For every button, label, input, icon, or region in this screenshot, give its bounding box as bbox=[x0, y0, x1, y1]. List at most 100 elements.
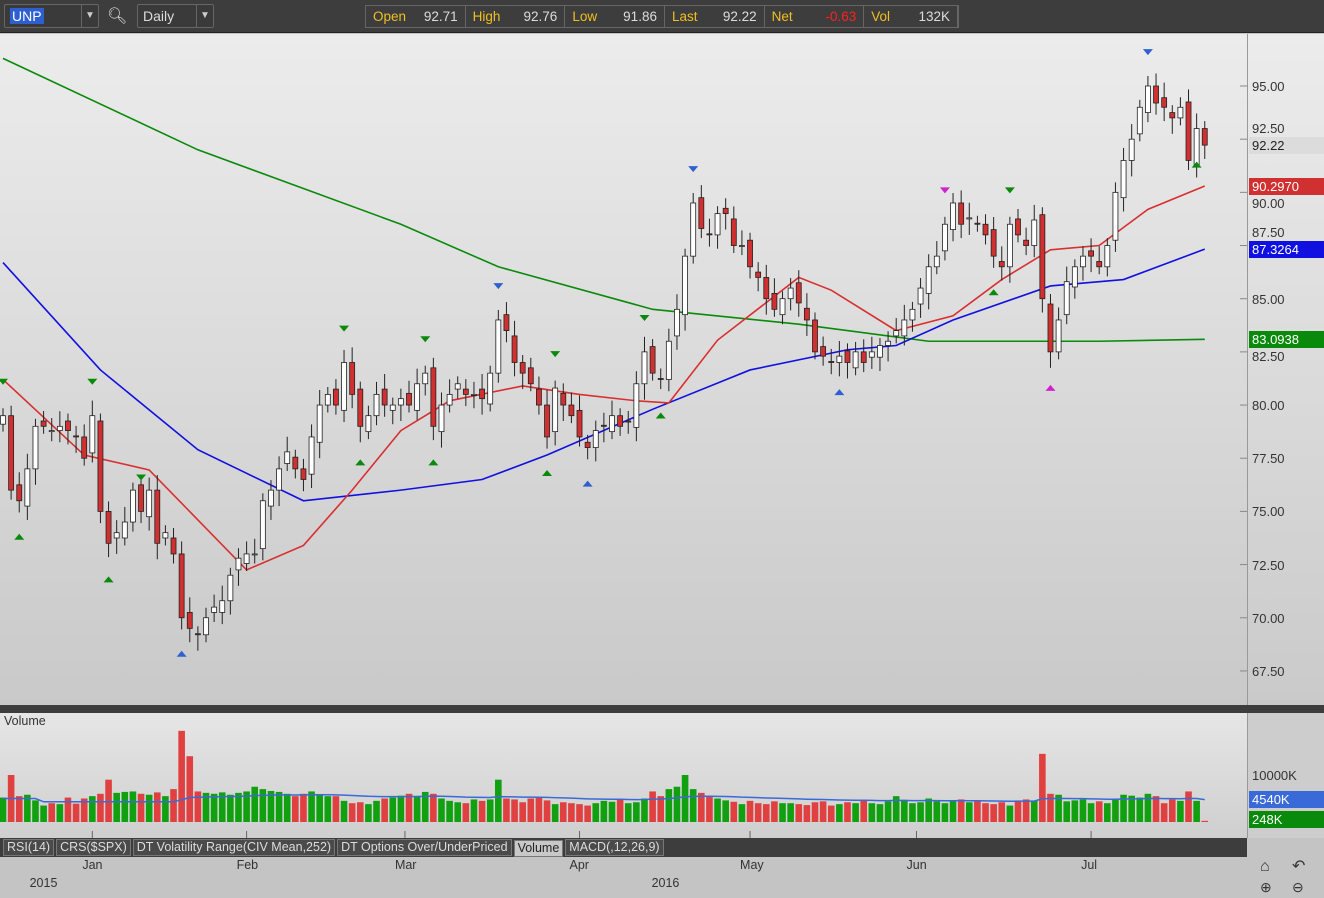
candle-body bbox=[966, 217, 973, 220]
candle-body bbox=[268, 489, 274, 507]
swing-low-marker bbox=[834, 389, 845, 396]
price-axis[interactable]: 92.22 90.2970 87.3264 83.0938 95.00 92.50 90.0… bbox=[1247, 34, 1324, 705]
candle-body bbox=[828, 361, 835, 363]
tab-volume[interactable]: Volume bbox=[513, 840, 564, 857]
candle bbox=[966, 202, 973, 235]
symbol-input[interactable]: UNP bbox=[10, 8, 44, 24]
volume-bar bbox=[389, 797, 397, 822]
candle-body bbox=[316, 404, 323, 443]
candle bbox=[682, 248, 688, 331]
volume-bar bbox=[876, 804, 884, 822]
candle-body bbox=[1201, 128, 1208, 146]
quote-value: 91.86 bbox=[623, 9, 657, 24]
candle-body bbox=[836, 355, 843, 363]
candle-body bbox=[739, 245, 745, 247]
candle bbox=[24, 453, 31, 520]
quote-label: Low bbox=[572, 9, 598, 24]
candle-body bbox=[820, 346, 827, 357]
interval-select[interactable]: Daily ▼ bbox=[137, 4, 214, 28]
chevron-down-icon[interactable]: ▼ bbox=[81, 5, 98, 27]
volume-bar bbox=[673, 786, 681, 822]
volume-pane[interactable]: Volume bbox=[0, 713, 1247, 838]
candle bbox=[397, 388, 404, 422]
candle-body bbox=[1104, 245, 1111, 268]
search-icon[interactable]: 🔍︎ bbox=[107, 8, 128, 25]
chevron-down-icon[interactable]: ▼ bbox=[196, 5, 213, 27]
candle-body bbox=[446, 394, 453, 406]
volume-bar bbox=[15, 796, 23, 822]
volume-bar bbox=[300, 793, 307, 822]
candle bbox=[430, 357, 437, 441]
candle-body bbox=[641, 351, 648, 385]
volume-bar bbox=[137, 793, 145, 822]
candle bbox=[446, 379, 453, 413]
volume-bar bbox=[170, 789, 177, 822]
price-chart[interactable] bbox=[0, 34, 1247, 705]
candle bbox=[357, 381, 364, 443]
volume-bar bbox=[1095, 801, 1103, 822]
volume-bar bbox=[974, 800, 981, 822]
candle-body bbox=[974, 222, 981, 225]
candle bbox=[1201, 121, 1208, 159]
volume-bar bbox=[1014, 800, 1022, 822]
volume-bar bbox=[868, 803, 876, 822]
undo-icon[interactable]: ↶ bbox=[1292, 858, 1306, 875]
volume-bar bbox=[746, 800, 754, 822]
candle bbox=[381, 373, 388, 417]
candle bbox=[227, 567, 234, 615]
candle bbox=[544, 389, 550, 449]
volume-bar bbox=[1071, 800, 1079, 822]
volume-bar bbox=[1160, 803, 1168, 822]
zoom-in-icon[interactable]: ⊕ bbox=[1260, 879, 1272, 895]
volume-bar bbox=[365, 804, 372, 822]
candle-body bbox=[422, 372, 429, 385]
tab-rsi-14-[interactable]: RSI(14) bbox=[3, 839, 55, 856]
price-tick: 72.50 bbox=[1252, 557, 1285, 573]
candle-body bbox=[178, 553, 185, 619]
tab-crs-spx-[interactable]: CRS($SPX) bbox=[56, 839, 131, 856]
symbol-combobox[interactable]: UNP ▼ bbox=[4, 4, 99, 28]
quote-label: Net bbox=[771, 9, 793, 24]
volume-bar bbox=[649, 791, 656, 822]
price-tag: 90.2970 bbox=[1249, 178, 1324, 196]
volume-bar bbox=[860, 800, 868, 822]
candle bbox=[235, 548, 242, 586]
candle-body bbox=[1177, 106, 1184, 119]
quote-label: Vol bbox=[871, 9, 891, 24]
candle bbox=[1153, 73, 1159, 115]
volume-bar bbox=[957, 799, 965, 822]
candle bbox=[178, 541, 185, 630]
volume-last-tag: 248K bbox=[1249, 811, 1324, 828]
candle bbox=[186, 597, 193, 643]
price-tag: 92.22 bbox=[1249, 137, 1324, 155]
candle-body bbox=[1080, 255, 1086, 268]
candle bbox=[706, 218, 713, 247]
candle-body bbox=[909, 308, 916, 321]
volume-bar bbox=[633, 802, 640, 822]
candle bbox=[89, 400, 96, 463]
zoom-out-icon[interactable]: ⊖ bbox=[1292, 879, 1304, 895]
quote-value: 92.71 bbox=[423, 9, 458, 24]
candle bbox=[454, 376, 461, 399]
candle-body bbox=[292, 456, 299, 470]
volume-bar bbox=[714, 798, 721, 822]
volume-bar bbox=[722, 800, 729, 822]
tab-macd-12-26-9-[interactable]: MACD(,12,26,9) bbox=[565, 839, 664, 856]
tab-dt-options-over-underpriced[interactable]: DT Options Over/UnderPriced bbox=[337, 839, 512, 856]
candle-body bbox=[552, 387, 559, 433]
candle-body bbox=[487, 372, 494, 405]
candle bbox=[365, 405, 372, 440]
home-icon[interactable]: ⌂ bbox=[1260, 858, 1270, 875]
candle bbox=[1193, 113, 1200, 178]
pane-divider[interactable] bbox=[0, 705, 1324, 713]
candle bbox=[8, 405, 15, 500]
tab-dt-volatility-range-civ-mean-252-[interactable]: DT Volatility Range(CIV Mean,252) bbox=[132, 839, 336, 856]
quote-label: Last bbox=[671, 9, 698, 24]
candle-body bbox=[690, 202, 697, 257]
volume-bar bbox=[559, 802, 567, 822]
volume-bar bbox=[1063, 801, 1071, 822]
candle bbox=[65, 413, 71, 445]
candle bbox=[665, 328, 672, 392]
candle-body bbox=[755, 271, 762, 278]
volume-bar bbox=[486, 799, 494, 822]
